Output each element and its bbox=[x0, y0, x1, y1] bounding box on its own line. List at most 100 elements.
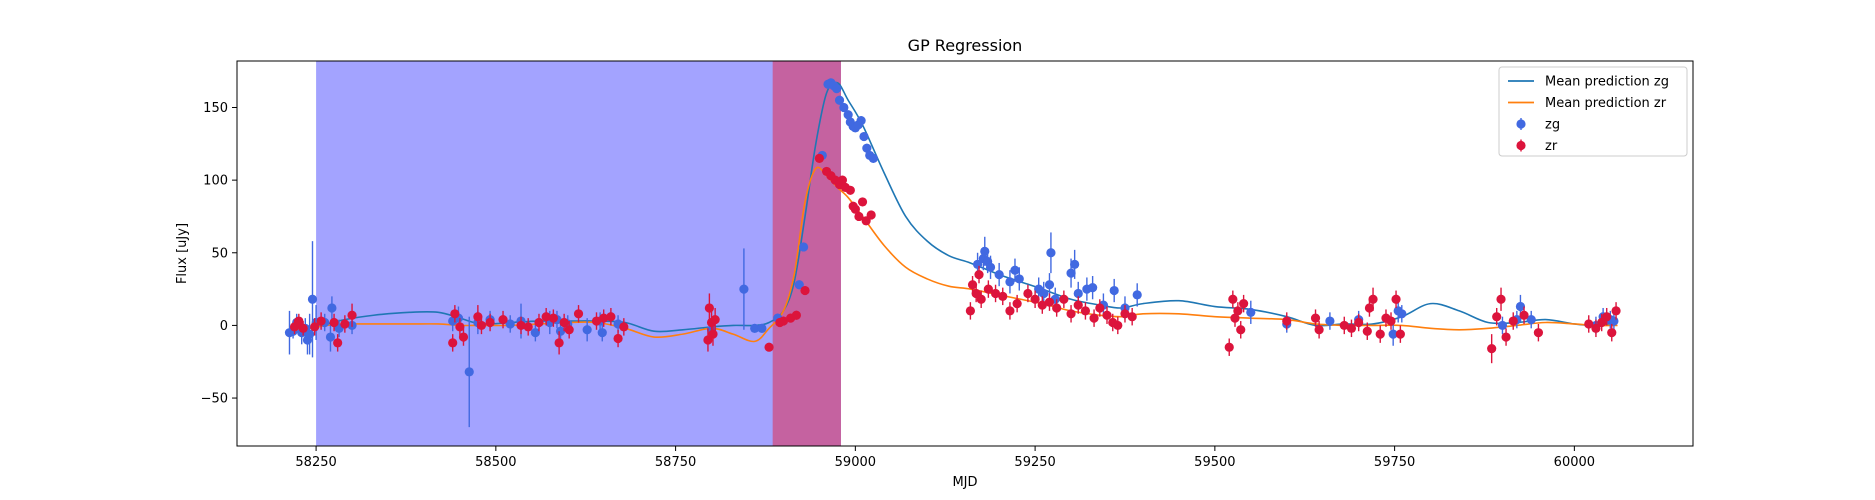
legend: Mean prediction zg Mean prediction zr zg zr bbox=[1498, 66, 1688, 157]
zg-marker bbox=[859, 131, 869, 142]
zr-point bbox=[1395, 325, 1405, 343]
zr-marker bbox=[990, 288, 1001, 299]
zr-point bbox=[1496, 287, 1506, 311]
zr-marker bbox=[619, 322, 629, 332]
zr-point bbox=[974, 265, 984, 284]
zr-marker bbox=[1487, 344, 1497, 354]
zg-point bbox=[1325, 312, 1335, 330]
legend-box bbox=[1498, 66, 1688, 157]
zg-point bbox=[1109, 278, 1119, 303]
zr-marker bbox=[764, 342, 774, 352]
x-tick-label: 60000 bbox=[1554, 455, 1595, 470]
zr-point bbox=[294, 313, 304, 329]
zr-marker bbox=[791, 310, 801, 320]
zr-point bbox=[764, 342, 774, 352]
zr-marker bbox=[1120, 309, 1130, 319]
zr-point bbox=[298, 321, 308, 336]
zg-marker bbox=[1044, 280, 1055, 290]
zr-marker bbox=[1591, 323, 1601, 333]
zr-point bbox=[1037, 296, 1047, 314]
zr-point bbox=[1066, 305, 1076, 323]
zr-marker bbox=[347, 310, 357, 320]
zr-marker bbox=[967, 280, 978, 290]
zr-point bbox=[1508, 312, 1518, 330]
zr-point bbox=[554, 331, 564, 355]
zr-marker bbox=[1236, 325, 1246, 335]
zg-marker bbox=[750, 323, 760, 333]
zr-point bbox=[458, 328, 469, 346]
zr-marker bbox=[1089, 313, 1099, 323]
zr-marker bbox=[1395, 329, 1405, 339]
zr-point bbox=[1044, 293, 1055, 311]
shaded-region-2 bbox=[772, 61, 841, 446]
zr-point bbox=[1519, 306, 1529, 324]
zg-point bbox=[856, 115, 866, 126]
zr-marker bbox=[564, 325, 574, 335]
zr-marker bbox=[1066, 309, 1076, 319]
zr-marker bbox=[559, 317, 569, 328]
zr-point bbox=[1228, 290, 1238, 308]
zg-point bbox=[839, 102, 849, 113]
zr-marker bbox=[1611, 306, 1621, 316]
zr-marker bbox=[1080, 306, 1091, 316]
zr-marker bbox=[1602, 312, 1612, 322]
zr-point bbox=[1233, 302, 1243, 320]
zr-marker bbox=[1012, 299, 1022, 309]
zg-marker bbox=[1397, 309, 1407, 319]
zr-point bbox=[814, 153, 825, 163]
zr-point bbox=[998, 287, 1008, 306]
zr-point bbox=[990, 284, 1001, 303]
zr-point bbox=[1113, 316, 1123, 335]
zr-marker bbox=[450, 309, 460, 319]
zr-marker bbox=[1519, 310, 1529, 320]
x-tick-label: 58500 bbox=[475, 455, 516, 470]
legend-label: zr bbox=[1545, 139, 1558, 154]
zr-marker bbox=[1224, 342, 1234, 352]
data-points bbox=[284, 78, 1621, 428]
zr-marker bbox=[965, 306, 975, 316]
zg-marker bbox=[868, 153, 878, 163]
y-axis-ticks: −50 0 50 100 150 bbox=[201, 101, 237, 407]
zr-marker bbox=[1386, 316, 1396, 326]
zg-point bbox=[1046, 232, 1056, 274]
zr-marker bbox=[298, 323, 308, 333]
zr-marker bbox=[534, 317, 544, 328]
zr-point bbox=[1005, 302, 1015, 320]
zr-marker bbox=[1501, 332, 1511, 342]
zr-marker bbox=[1364, 303, 1375, 313]
zg-marker bbox=[1046, 248, 1056, 258]
zr-point bbox=[983, 280, 993, 298]
x-axis-ticks: 58250 58500 58750 59000 59250 59500 59750 60000 bbox=[295, 446, 1595, 470]
zr-point bbox=[1080, 302, 1091, 320]
zr-marker bbox=[458, 332, 469, 342]
zr-point bbox=[1282, 312, 1292, 330]
zr-point bbox=[559, 313, 569, 332]
zr-point bbox=[1611, 302, 1621, 320]
zg-marker bbox=[843, 110, 853, 120]
zr-marker bbox=[1127, 312, 1137, 322]
zr-point bbox=[310, 318, 320, 336]
x-tick-label: 59750 bbox=[1374, 455, 1415, 470]
zg-marker bbox=[739, 284, 749, 294]
zg-marker bbox=[327, 303, 337, 313]
zr-marker bbox=[1368, 294, 1378, 304]
zr-marker bbox=[1339, 320, 1349, 331]
zg-marker bbox=[1010, 265, 1020, 275]
zr-marker bbox=[778, 316, 789, 326]
zr-point bbox=[1364, 299, 1375, 317]
zg-marker bbox=[839, 102, 849, 113]
zr-marker bbox=[476, 320, 487, 331]
zg-point bbox=[464, 316, 474, 428]
zr-marker bbox=[1492, 312, 1502, 322]
zg-marker bbox=[464, 367, 474, 377]
zg-marker bbox=[530, 328, 540, 338]
zr-point bbox=[485, 313, 495, 332]
zr-point bbox=[1368, 287, 1378, 311]
zr-marker bbox=[837, 175, 848, 185]
zr-marker bbox=[485, 317, 495, 328]
zr-point bbox=[523, 318, 533, 336]
zr-marker bbox=[710, 315, 720, 325]
zg-point bbox=[597, 323, 607, 342]
zr-marker bbox=[1314, 325, 1324, 335]
zr-point bbox=[1354, 313, 1364, 332]
